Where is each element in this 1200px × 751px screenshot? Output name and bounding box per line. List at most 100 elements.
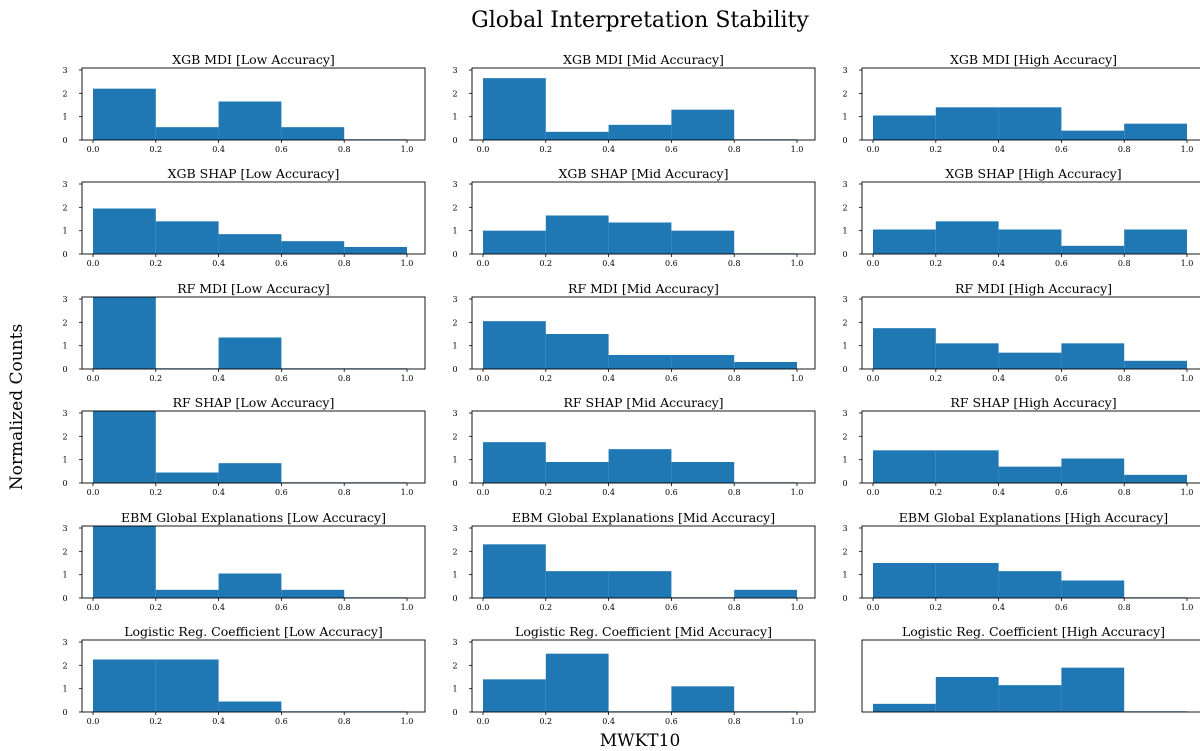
x-tick-label: 0.2: [149, 488, 162, 497]
histogram-bar: [218, 234, 282, 254]
histogram-bar: [344, 247, 407, 254]
histogram-bar: [671, 355, 735, 369]
y-tick-label: 3: [842, 66, 847, 75]
histogram-bar: [1061, 245, 1125, 254]
x-tick-label: 1.0: [791, 259, 804, 268]
x-tick-label: 0.2: [149, 145, 162, 154]
x-tick-label: 0.6: [275, 717, 288, 726]
y-tick-label: 1: [62, 571, 67, 580]
x-tick-label: 0.2: [149, 374, 162, 383]
x-tick-label: 1.0: [401, 145, 414, 154]
y-tick-label: 2: [842, 203, 847, 212]
y-tick-label: 1: [452, 456, 457, 465]
x-tick-label: 0.8: [338, 603, 351, 612]
x-tick-label: 0.0: [87, 374, 100, 383]
histogram-bar: [873, 563, 936, 598]
axes-frame: [861, 67, 1200, 141]
x-tick-label: 0.6: [275, 488, 288, 497]
y-tick-label: 3: [62, 638, 67, 647]
x-tick-label: 0.0: [867, 259, 880, 268]
histogram-bar: [93, 88, 156, 140]
histogram-bar: [608, 222, 672, 254]
histogram-bar: [873, 229, 936, 254]
x-tick-label: 0.4: [992, 488, 1005, 497]
y-tick-label: 0: [62, 479, 67, 488]
x-tick-label: 0.0: [867, 488, 880, 497]
x-tick-label: 0.8: [728, 488, 741, 497]
histogram-bar: [483, 321, 546, 369]
y-tick-label: 2: [842, 547, 847, 556]
x-tick-label: 0.0: [867, 145, 880, 154]
histogram-bar: [483, 544, 546, 598]
x-tick-label: 0.6: [1055, 259, 1068, 268]
x-tick-label: 0.6: [275, 374, 288, 383]
histogram-bar: [873, 115, 936, 140]
x-tick-label: 0.8: [338, 717, 351, 726]
axes-frame: [861, 410, 1200, 484]
x-tick-label: 1.0: [791, 717, 804, 726]
y-tick-label: 3: [452, 524, 457, 533]
histogram-bar: [483, 230, 546, 254]
y-tick-label: 3: [62, 295, 67, 304]
histogram-bar: [281, 241, 345, 254]
histogram-bar: [93, 297, 156, 369]
histogram-bar: [1061, 580, 1125, 598]
y-tick-label: 0: [452, 479, 457, 488]
x-tick-label: 1.0: [1181, 374, 1194, 383]
histogram-bar: [608, 355, 672, 369]
y-tick-label: 3: [452, 66, 457, 75]
subplot-title: Logistic Reg. Coefficient [Low Accuracy]: [124, 624, 383, 639]
x-tick-label: 0.4: [602, 603, 615, 612]
x-tick-label: 0.4: [212, 603, 225, 612]
x-tick-label: 0.8: [728, 145, 741, 154]
y-tick-label: 0: [842, 594, 847, 603]
x-tick-label: 1.0: [791, 603, 804, 612]
x-tick-label: 0.2: [149, 603, 162, 612]
histogram-bar: [545, 215, 609, 254]
x-tick-label: 0.8: [1118, 145, 1131, 154]
histogram-bar: [1061, 130, 1125, 140]
histogram-bar: [998, 466, 1062, 483]
x-tick-label: 0.8: [1118, 374, 1131, 383]
axes-frame: [471, 296, 816, 370]
histogram-bar: [935, 563, 999, 598]
x-tick-label: 0.4: [992, 145, 1005, 154]
x-tick-label: 0.4: [992, 603, 1005, 612]
histogram-bar: [155, 659, 219, 712]
histogram-bar: [1061, 343, 1125, 369]
x-tick-label: 0.6: [665, 374, 678, 383]
y-tick-label: 0: [62, 594, 67, 603]
subplot: RF MDI [High Accuracy] 0.0 0.2 0.4 0.6 0.8 1.0…: [842, 281, 1200, 383]
subplot: XGB MDI [Mid Accuracy] 0.0 0.2 0.4 0.6 0.8 1.0…: [452, 52, 816, 154]
x-tick-label: 0.4: [212, 259, 225, 268]
y-tick-label: 1: [452, 113, 457, 122]
axes-frame: [861, 296, 1200, 370]
x-tick-label: 0.4: [602, 259, 615, 268]
x-tick-label: 0.6: [1055, 603, 1068, 612]
histogram-bar: [671, 109, 735, 140]
subplot: EBM Global Explanations [High Accuracy] 0…: [842, 510, 1200, 612]
axes-frame: [471, 525, 816, 599]
x-tick-label: 1.0: [791, 374, 804, 383]
x-tick-label: 0.6: [665, 488, 678, 497]
x-tick-label: 0.0: [477, 374, 490, 383]
histogram-bar: [608, 449, 672, 483]
histogram-bar: [218, 101, 282, 140]
y-tick-label: 3: [452, 638, 457, 647]
x-tick-label: 0.6: [1055, 488, 1068, 497]
histogram-bar: [935, 107, 999, 140]
y-tick-label: 1: [842, 456, 847, 465]
histogram-bar: [873, 328, 936, 369]
subplot: Logistic Reg. Coefficient [Mid Accuracy]…: [452, 624, 816, 726]
histogram-bar: [671, 230, 735, 254]
y-tick-label: 0: [452, 594, 457, 603]
histogram-bar: [1124, 360, 1187, 369]
x-tick-label: 0.4: [602, 374, 615, 383]
y-tick-label: 1: [62, 227, 67, 236]
y-tick-label: 1: [452, 571, 457, 580]
x-tick-label: 0.6: [1055, 145, 1068, 154]
histogram-bar: [1124, 229, 1187, 254]
x-tick-label: 0.0: [477, 488, 490, 497]
histogram-bar: [734, 589, 797, 598]
x-tick-label: 0.8: [1118, 488, 1131, 497]
